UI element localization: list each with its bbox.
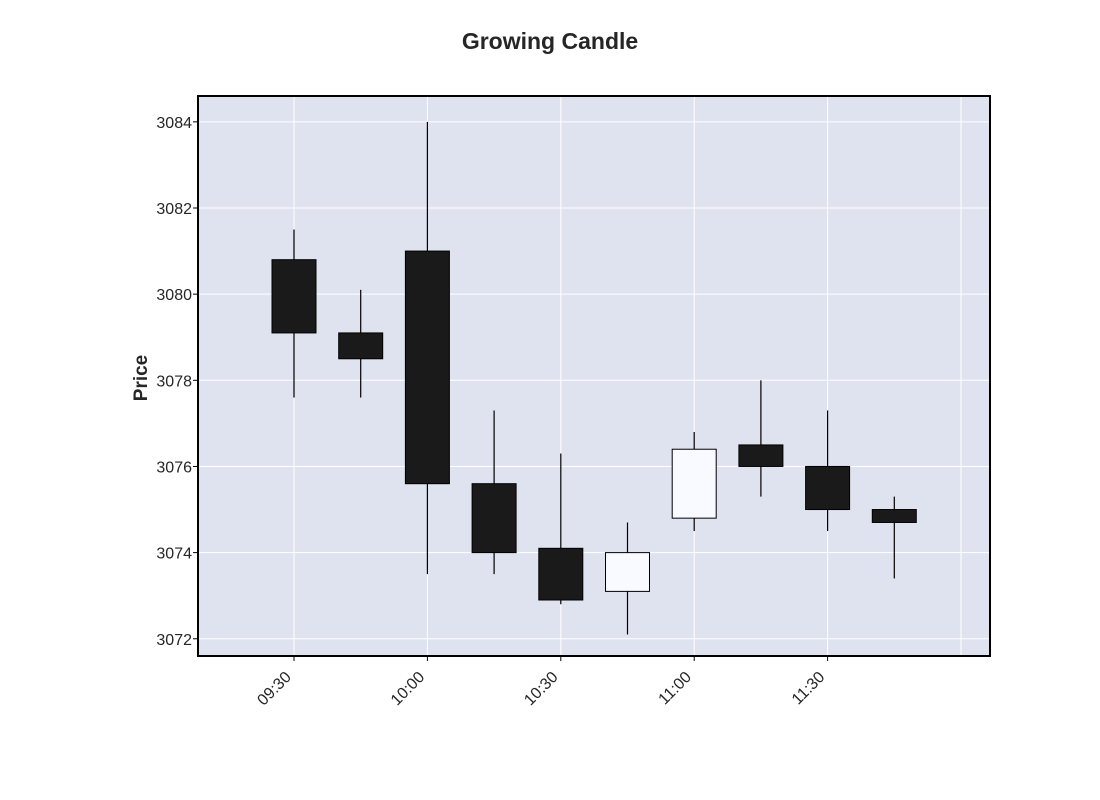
candle [738, 380, 784, 497]
x-tick-label: 10:00 [388, 669, 428, 709]
x-tick-label: 11:00 [656, 669, 696, 709]
grid-lines [198, 96, 990, 656]
candle-body-down [271, 259, 317, 334]
candle-body-up [671, 448, 717, 519]
x-tick-label: 09:30 [254, 669, 294, 709]
chart-title: Growing Candle [462, 28, 638, 54]
candle [871, 496, 917, 579]
candle [404, 121, 450, 575]
candle [605, 522, 650, 635]
plot-area [198, 96, 990, 656]
y-tick-label: 3074 [156, 546, 192, 563]
y-tick-label: 3072 [156, 632, 192, 649]
candle [805, 410, 851, 532]
y-tick-label: 3080 [156, 287, 192, 304]
candle-body-down [538, 547, 584, 601]
x-tick-label: 10:30 [521, 669, 561, 709]
candle-body-down [738, 444, 784, 467]
plot-frame [197, 95, 991, 657]
y-tick-label: 3076 [156, 459, 192, 476]
candle [471, 410, 517, 575]
candle [538, 453, 584, 605]
y-tick-label: 3084 [156, 115, 192, 132]
y-axis-label: Price [131, 355, 152, 401]
candle-body-down [404, 250, 450, 485]
candle [671, 432, 717, 532]
y-tick-label: 3078 [156, 373, 192, 390]
y-tick-label: 3082 [156, 201, 192, 218]
candle-body-down [805, 465, 851, 511]
y-axis-ticks: 3072 3074 3076 3078 3080 3082 3084 [156, 115, 198, 649]
candles [271, 121, 917, 635]
candle [338, 289, 384, 398]
candle-body-down [471, 483, 517, 554]
candle-body-down [871, 509, 917, 523]
x-axis-ticks: 09:30 10:00 10:30 11:00 11:30 [254, 656, 828, 709]
x-tick-label: 11:30 [789, 669, 829, 709]
candle-body-down [338, 332, 384, 360]
candle [271, 229, 317, 398]
candle-body-up [605, 552, 650, 592]
